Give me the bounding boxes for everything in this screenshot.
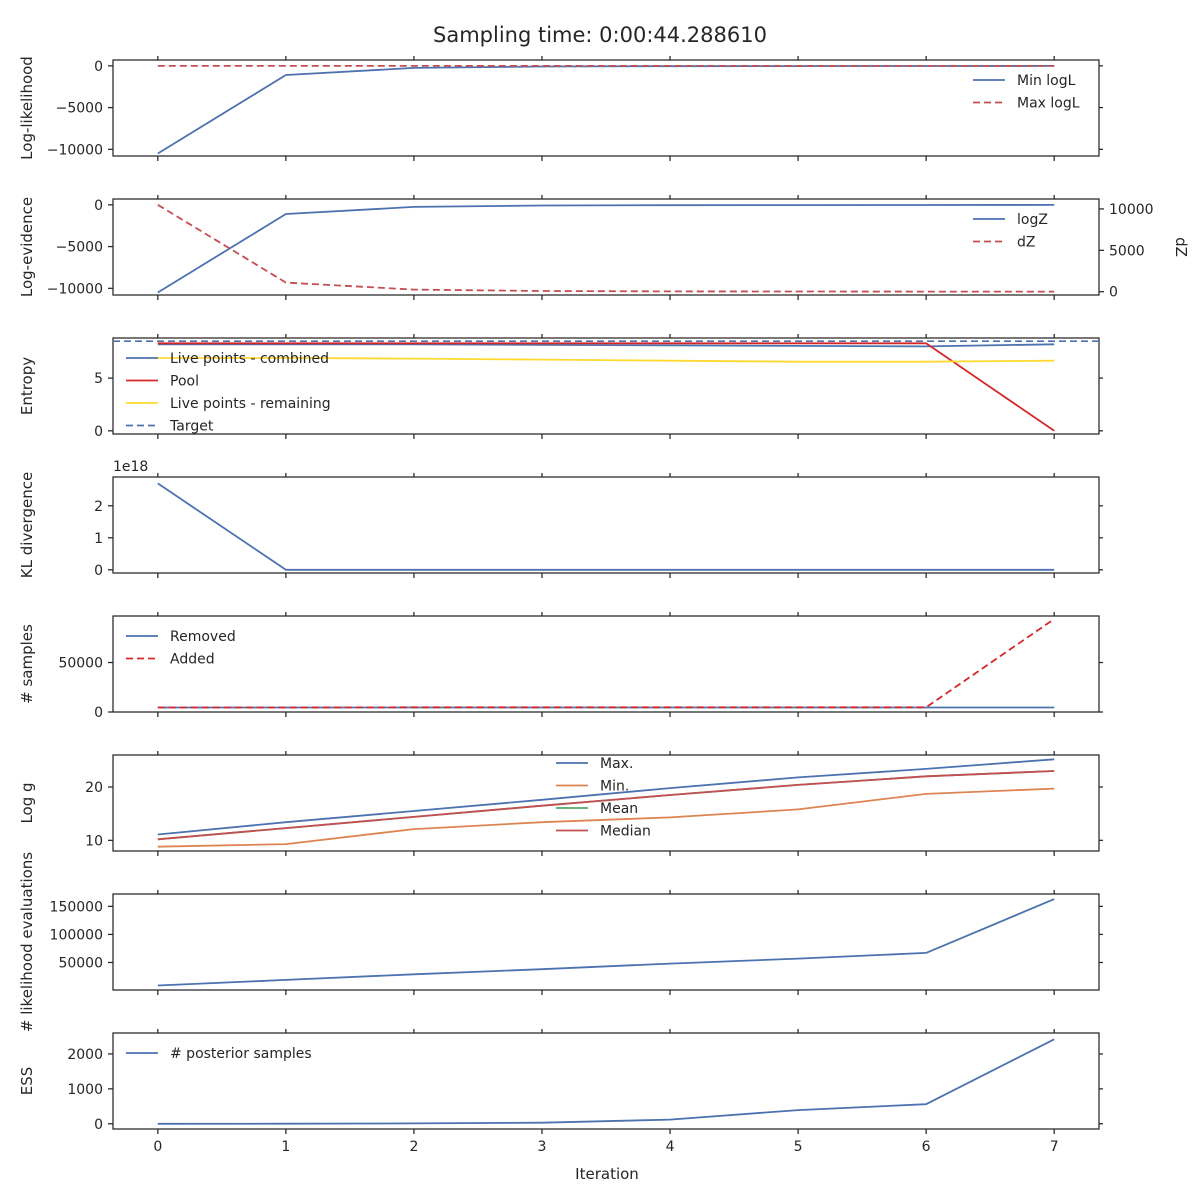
y-tick-label: 0 [94, 705, 103, 721]
y-axis-label: ESS [18, 1067, 36, 1096]
legend-label: Added [170, 652, 215, 668]
panel-1: 0 −5000 −10000 Log-likelihood Min logL Max lo… [18, 56, 1103, 161]
series-line-2 [157, 618, 1055, 709]
y-tick-label: 50000 [58, 955, 103, 971]
y-tick-label: 0 [94, 1117, 103, 1133]
legend-label: Max logL [1017, 96, 1080, 112]
series-line-2 [157, 342, 1055, 432]
x-axis-label: Iteration [575, 1165, 639, 1183]
legend-label: Median [600, 824, 651, 840]
plot-frame [112, 893, 1100, 991]
y-tick-label: 0 [94, 563, 103, 579]
panel-5: 0 50000 # samples Removed Added [18, 612, 1103, 721]
legend-label: Min. [600, 779, 629, 795]
y-tick-label: 0 [94, 198, 103, 214]
y-tick-label: 0 [94, 424, 103, 440]
series-line-1 [157, 758, 1055, 836]
y-axis-label: Entropy [18, 357, 36, 415]
plot-frame [112, 198, 1100, 296]
y-tick-label: 20 [85, 780, 103, 796]
legend-label: # posterior samples [170, 1046, 312, 1062]
legend-label: Min logL [1017, 73, 1076, 89]
panel-2: 0 −5000 −10000 0 5000 10000 dZ Log-evidence logZ… [18, 195, 1190, 301]
plot-frame [112, 476, 1100, 574]
plot-frame [112, 615, 1100, 713]
y-tick-label: 1000 [67, 1082, 103, 1098]
legend-label: Pool [170, 374, 199, 390]
series-line-1 [157, 898, 1055, 987]
legend-label: Mean [600, 801, 638, 817]
series-line-2 [157, 204, 1055, 293]
y-tick-label: 0 [94, 59, 103, 75]
panel-7: 50000 100000 150000 # likelihood evaluation… [18, 852, 1103, 1032]
plot-frame [112, 59, 1100, 157]
legend-label: Max. [600, 756, 633, 772]
series-line-1 [157, 343, 1055, 348]
y-axis-label: Log-likelihood [18, 56, 36, 160]
y-tick-label: 10 [85, 833, 103, 849]
plot-frame [112, 337, 1100, 435]
series-line-2 [157, 787, 1055, 848]
y-tick-label: 2000 [67, 1047, 103, 1063]
panel-4: 0 1 2 KL divergence 1e18 [18, 459, 1103, 579]
x-tick-label: 1 [281, 1139, 290, 1155]
legend-label: Live points - combined [170, 351, 329, 367]
legend: Min logL Max logL [973, 73, 1080, 112]
y2-tick-label: 0 [1109, 285, 1118, 301]
panel-8: 0 1 2 3 4 5 6 7 0 1000 2000 ESS # posterior samples [18, 1029, 1103, 1155]
legend-label: Target [169, 419, 214, 435]
y-tick-label: 1 [94, 531, 103, 547]
y-tick-label: 50000 [58, 656, 103, 672]
x-tick-label: 6 [922, 1139, 931, 1155]
y-tick-label: 100000 [50, 927, 103, 943]
y-tick-label: −5000 [56, 240, 103, 256]
x-tick-label: 5 [794, 1139, 803, 1155]
y-tick-label: −10000 [47, 281, 103, 297]
y2-tick-label: 10000 [1109, 202, 1154, 218]
y-tick-label: −5000 [56, 101, 103, 117]
panel-6: 10 20 Log g Max. Min. Mean Median [18, 751, 1103, 856]
legend: Removed Added [126, 629, 236, 668]
series-line-1 [157, 203, 1055, 294]
x-tick-label: 7 [1050, 1139, 1059, 1155]
plot-frame [112, 1032, 1100, 1130]
figure-title: Sampling time: 0:00:44.288610 [433, 23, 767, 47]
y-offset-text: 1e18 [113, 459, 148, 475]
panels: 0 −5000 −10000 Log-likelihood Min logL Max lo… [18, 56, 1190, 1155]
x-tick-label: 2 [409, 1139, 418, 1155]
x-tick-label: 0 [153, 1139, 162, 1155]
x-tick-label: 3 [538, 1139, 547, 1155]
series-line-1 [157, 482, 1055, 571]
y-tick-label: 5 [94, 371, 103, 387]
legend-label: Live points - remaining [170, 396, 331, 412]
series-line-1 [157, 1038, 1055, 1125]
y-axis-label: # samples [18, 624, 36, 704]
y-axis-label: Log g [18, 782, 36, 823]
legend-label: Removed [170, 629, 236, 645]
y-axis-label: # likelihood evaluations [18, 852, 36, 1032]
legend-label: logZ [1017, 212, 1048, 228]
series-line-4 [157, 770, 1055, 841]
y-axis-label: Log-evidence [18, 197, 36, 297]
y2-axis-label: dZ [1172, 237, 1190, 257]
legend: Max. Min. Mean Median [556, 756, 651, 840]
y-tick-label: 2 [94, 499, 103, 515]
y-tick-label: −10000 [47, 142, 103, 158]
y-axis-label: KL divergence [18, 472, 36, 578]
legend: # posterior samples [126, 1046, 312, 1062]
legend: Live points - combined Pool Live points - … [126, 351, 331, 435]
series-line-3 [157, 357, 1055, 363]
plot-frame [112, 754, 1100, 852]
legend-label: dZ [1017, 235, 1035, 251]
x-tick-label: 4 [666, 1139, 675, 1155]
series-line-1 [157, 65, 1055, 155]
y-tick-label: 150000 [50, 899, 103, 915]
y2-tick-label: 5000 [1109, 243, 1145, 259]
legend: logZ dZ [973, 212, 1048, 251]
